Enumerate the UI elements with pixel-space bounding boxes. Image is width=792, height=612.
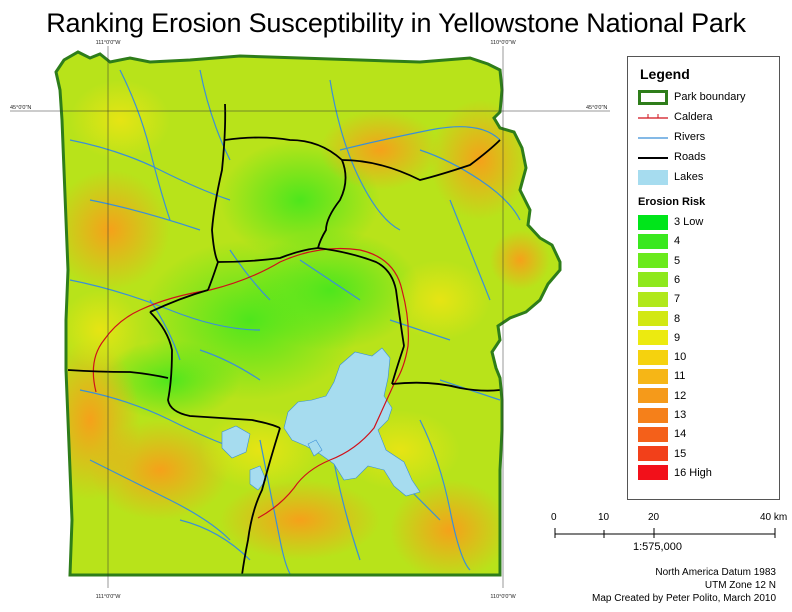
scale-tick-label: 40 km xyxy=(760,512,788,523)
scale-tick-label: 20 xyxy=(648,512,660,523)
roads xyxy=(67,103,501,576)
scale-ratio: 1:575,000 xyxy=(633,541,682,553)
shoshone-lake xyxy=(221,425,251,459)
erosion-class-label: 10 xyxy=(674,351,687,364)
erosion-swatch xyxy=(638,465,668,481)
erosion-class-item: 16 High xyxy=(638,464,712,482)
erosion-class-item: 7 xyxy=(638,290,680,308)
erosion-class-item: 6 xyxy=(638,271,680,289)
erosion-swatch xyxy=(638,311,668,326)
erosion-swatch xyxy=(638,253,668,269)
park-boundary xyxy=(54,50,562,577)
legend-title: Legend xyxy=(640,66,690,82)
datum-credit: North America Datum 1983 xyxy=(655,567,776,578)
lon-label-bottom-left: 111°0'0"W xyxy=(96,594,122,600)
lakes xyxy=(221,347,421,497)
erosion-class-label: 4 xyxy=(674,235,681,248)
road-symbol-icon xyxy=(638,150,668,165)
legend-item-label: Lakes xyxy=(674,171,704,183)
erosion-swatch xyxy=(638,349,668,365)
erosion-class-label: 16 High xyxy=(674,466,712,479)
graticule xyxy=(10,46,610,588)
caldera-symbol-icon xyxy=(638,110,668,125)
erosion-class-item: 3 Low xyxy=(638,213,703,231)
legend-item-boundary: Park boundary xyxy=(638,88,746,106)
map-title: Ranking Erosion Susceptibility in Yellow… xyxy=(46,8,746,38)
scale-bar-graphic xyxy=(554,528,776,538)
scale-tick-label: 10 xyxy=(598,512,610,523)
erosion-class-label: 3 Low xyxy=(674,216,704,228)
author-credit: Map Created by Peter Polito, March 2010 xyxy=(592,593,776,604)
legend-item-lake: Lakes xyxy=(638,168,703,186)
legend-item-label: Roads xyxy=(674,151,706,163)
lake-symbol-icon xyxy=(638,169,668,185)
erosion-class-item: 11 xyxy=(638,367,685,385)
erosion-swatch xyxy=(638,407,668,423)
erosion-class-item: 15 xyxy=(638,445,686,463)
legend-item-label: Caldera xyxy=(674,111,713,123)
erosion-class-label: 7 xyxy=(674,293,681,306)
erosion-swatch xyxy=(638,272,668,288)
erosion-swatch xyxy=(638,426,668,442)
legend-item-road: Roads xyxy=(638,148,706,166)
river-symbol-icon xyxy=(638,130,668,145)
erosion-class-item: 12 xyxy=(638,387,686,405)
legend-item-caldera: Caldera xyxy=(638,108,713,126)
lon-label-top-right: 110°0'0"W xyxy=(490,40,516,46)
erosion-raster xyxy=(56,52,560,575)
erosion-class-label: 14 xyxy=(674,428,687,441)
legend-panel: Legend Park boundary Caldera Rivers Roads La… xyxy=(627,56,780,500)
erosion-class-label: 5 xyxy=(674,254,681,267)
erosion-swatch xyxy=(638,368,668,384)
erosion-class-label: 13 xyxy=(674,409,687,421)
erosion-class-item: 4 xyxy=(638,232,680,250)
erosion-swatch xyxy=(638,291,668,307)
erosion-class-label: 8 xyxy=(674,312,681,325)
erosion-class-item: 14 xyxy=(638,425,686,443)
zone-credit: UTM Zone 12 N xyxy=(704,580,776,591)
erosion-swatch xyxy=(638,388,668,404)
erosion-class-item: 10 xyxy=(638,348,686,366)
erosion-class-label: 6 xyxy=(674,273,681,286)
scale-bar: 0 10 20 40 km xyxy=(548,512,788,562)
erosion-swatch xyxy=(638,446,668,462)
erosion-swatch xyxy=(638,330,668,346)
caldera-boundary xyxy=(92,247,409,519)
lewis-lake xyxy=(249,465,267,491)
erosion-class-label: 9 xyxy=(674,331,681,344)
lon-label-top-left: 111°0'0"W xyxy=(96,40,122,46)
erosion-class-label: 15 xyxy=(674,447,687,460)
erosion-class-label: 12 xyxy=(674,389,687,402)
boundary-symbol-icon xyxy=(638,89,668,105)
erosion-risk-title: Erosion Risk xyxy=(638,196,706,208)
lat-label-right: 45°0'0"N xyxy=(586,105,607,111)
scale-tick-label: 0 xyxy=(551,512,557,523)
erosion-class-item: 13 xyxy=(638,406,686,424)
rivers xyxy=(69,69,521,575)
heart-lake xyxy=(307,439,323,457)
legend-item-river: Rivers xyxy=(638,128,705,146)
erosion-class-label: 11 xyxy=(674,370,686,383)
erosion-swatch xyxy=(638,233,668,249)
legend-item-label: Rivers xyxy=(674,131,706,143)
lon-label-bottom-right: 110°0'0"W xyxy=(490,594,516,600)
erosion-class-item: 8 xyxy=(638,310,680,328)
yellowstone-lake xyxy=(283,347,421,497)
erosion-class-item: 9 xyxy=(638,329,680,347)
erosion-class-item: 5 xyxy=(638,252,680,270)
legend-item-label: Park boundary xyxy=(674,91,746,103)
erosion-swatch xyxy=(638,214,668,230)
lat-label-left: 45°0'0"N xyxy=(10,105,31,111)
